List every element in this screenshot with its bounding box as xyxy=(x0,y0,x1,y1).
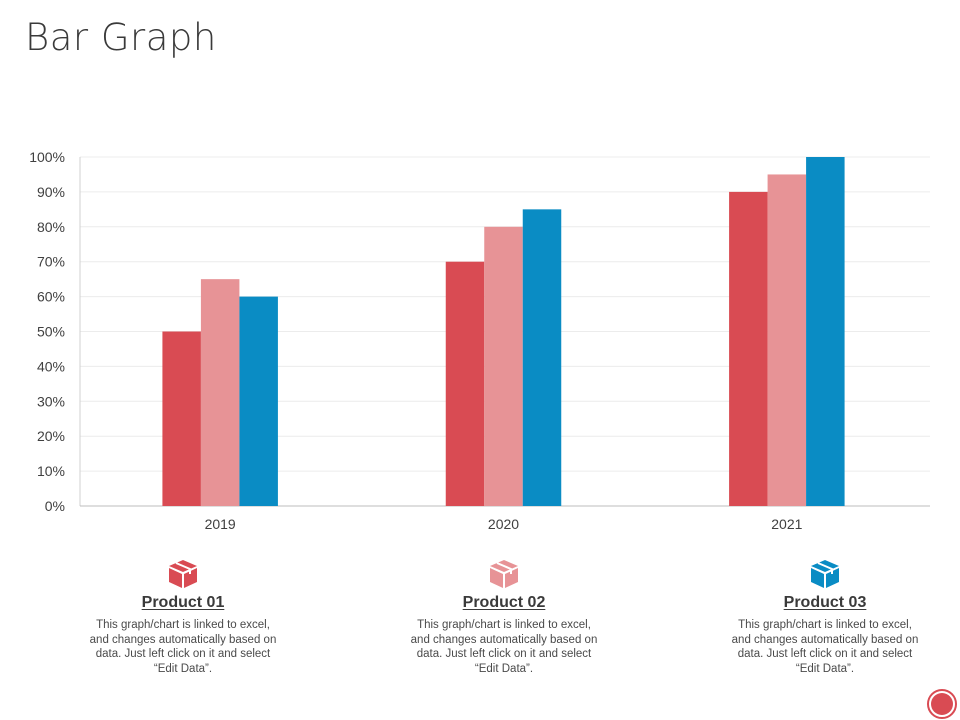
bar-product-03-2021 xyxy=(806,157,845,506)
legend-description: This graph/chart is linked to excel, and… xyxy=(89,619,277,675)
box-icon xyxy=(811,560,839,588)
y-tick-label: 40% xyxy=(37,358,65,374)
box-icon xyxy=(490,560,518,588)
y-tick-label: 30% xyxy=(37,393,65,409)
legend-name: Product 01 xyxy=(141,594,225,611)
y-tick-label: 60% xyxy=(37,289,65,305)
y-tick-label: 90% xyxy=(37,184,65,200)
y-tick-label: 100% xyxy=(29,149,65,165)
legend-name: Product 03 xyxy=(783,594,867,611)
legend-product-03: Product 03 This graph/chart is linked to… xyxy=(725,558,925,676)
legend-description: This graph/chart is linked to excel, and… xyxy=(731,619,919,675)
legend-product-01: Product 01 This graph/chart is linked to… xyxy=(83,558,283,676)
page-title: Bar Graph xyxy=(25,16,217,59)
box-icon xyxy=(169,560,197,588)
bar-product-03-2019 xyxy=(239,296,278,506)
bar-product-02-2020 xyxy=(484,226,523,507)
bar-product-01-2020 xyxy=(445,261,485,506)
y-tick-label: 0% xyxy=(45,498,65,514)
bar-product-01-2021 xyxy=(729,191,768,506)
x-tick-label: 2019 xyxy=(205,516,236,532)
y-tick-label: 20% xyxy=(37,428,65,444)
y-tick-label: 70% xyxy=(37,254,65,270)
bar-chart: 0% 10% 20% 30% 40% 50% 60% 70% 80% 90% 100% 2019 202… xyxy=(29,149,930,532)
y-tick-label: 50% xyxy=(37,324,65,340)
bar-product-02-2019 xyxy=(200,279,240,506)
corner-badge xyxy=(927,689,957,719)
legend-description: This graph/chart is linked to excel, and… xyxy=(410,619,598,675)
y-tick-label: 80% xyxy=(37,219,65,235)
legend-product-02: Product 02 This graph/chart is linked to… xyxy=(404,558,604,676)
x-tick-label: 2021 xyxy=(771,516,802,532)
legend-name: Product 02 xyxy=(462,594,546,611)
bar-product-01-2019 xyxy=(162,331,201,506)
bar-product-03-2020 xyxy=(522,209,562,506)
x-tick-label: 2020 xyxy=(488,516,519,532)
y-tick-label: 10% xyxy=(37,463,65,479)
bar-product-02-2021 xyxy=(767,174,807,506)
